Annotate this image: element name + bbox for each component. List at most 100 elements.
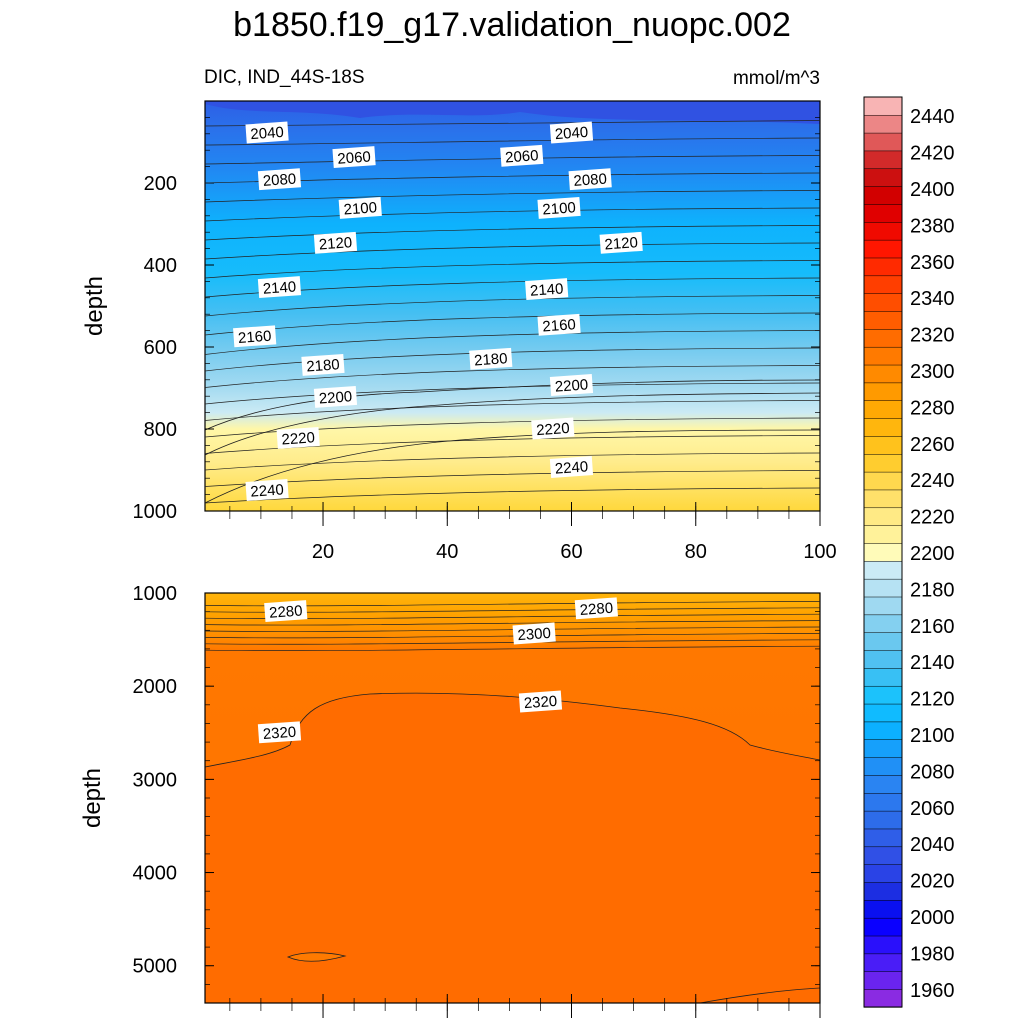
top-panel-frame xyxy=(204,100,821,512)
colorbar-box xyxy=(863,328,903,348)
colorbar-box xyxy=(863,988,903,1008)
contour-line xyxy=(205,417,820,438)
top-y-ticks: 200 400 600 800 1000 xyxy=(133,100,820,523)
colorbar-box xyxy=(863,810,903,830)
contour-label: 2100 xyxy=(338,196,382,219)
contour-label-text: 2160 xyxy=(237,328,271,347)
bottom-contour-labels: 2280 2280 2300 2320 2320 xyxy=(205,597,820,744)
contour-label: 2140 xyxy=(525,278,569,301)
contour-label-text: 2320 xyxy=(262,724,296,743)
colorbar-tick-label: 2160 xyxy=(910,616,955,638)
contour-line xyxy=(205,330,820,355)
colorbar-box xyxy=(863,96,903,116)
contour-label-box xyxy=(568,168,612,191)
contour-line xyxy=(205,633,820,639)
contour-label-text: 2080 xyxy=(262,171,296,190)
contour-label-box xyxy=(537,196,581,219)
contour-line xyxy=(205,207,820,222)
contour-line xyxy=(205,626,820,632)
colorbar-tick-label: 1960 xyxy=(910,980,955,1002)
contour-label: 2040 xyxy=(549,121,594,144)
contour-label: 2100 xyxy=(537,196,581,219)
figure-title: b1850.f19_g17.validation_nuopc.002 xyxy=(233,6,791,44)
contour-label-box xyxy=(338,196,382,219)
bottom-x-ticks xyxy=(229,994,821,1018)
contour-label-box xyxy=(537,313,581,336)
colorbar-tick-label: 2080 xyxy=(910,761,955,783)
contour-label-box xyxy=(549,374,594,396)
contour-line xyxy=(205,137,820,146)
contour-label-text: 2080 xyxy=(573,171,607,190)
contour-label-box xyxy=(599,231,643,254)
contour-label-text: 2240 xyxy=(250,481,284,500)
contour-line xyxy=(205,435,820,454)
contour-label: 2200 xyxy=(313,385,358,408)
colorbar-box xyxy=(863,649,903,669)
contour-label: 2280 xyxy=(264,600,308,623)
colorbar-tick-label: 2280 xyxy=(910,397,955,419)
contour-label: 2180 xyxy=(469,347,513,370)
colorbar-box xyxy=(863,756,903,776)
x-tick-label: 80 xyxy=(685,541,707,563)
contour-label-text: 2120 xyxy=(604,234,638,253)
y-tick-label: 4000 xyxy=(133,863,178,885)
colorbar-box xyxy=(863,828,903,848)
contour-line xyxy=(205,382,820,405)
contour-label: 2040 xyxy=(245,121,289,144)
contour-label-text: 2200 xyxy=(554,376,588,395)
colorbar-box xyxy=(863,846,903,865)
contour-label-box xyxy=(245,479,289,501)
contour-label-box xyxy=(257,168,302,191)
contour-label: 2080 xyxy=(568,168,612,191)
colorbar-box xyxy=(863,168,903,187)
contour-label: 2220 xyxy=(531,417,575,440)
colorbar-tick-label: 2260 xyxy=(910,434,955,456)
colorbar-box xyxy=(863,489,903,509)
colorbar-box xyxy=(863,632,903,651)
y-tick-label: 1000 xyxy=(133,501,178,523)
contour-label-text: 2040 xyxy=(554,124,588,143)
colorbar-tick-label: 2420 xyxy=(910,143,955,165)
colorbar-box xyxy=(863,899,903,919)
contour-label-box xyxy=(245,121,289,144)
colorbar-box xyxy=(863,400,903,419)
contour-label: 2160 xyxy=(537,313,581,336)
contour-label-text: 2180 xyxy=(474,350,508,369)
contour-label-text: 2320 xyxy=(523,693,557,712)
colorbar-box xyxy=(863,721,903,741)
colorbar-tick-label: 2140 xyxy=(910,652,955,674)
contour-label-box xyxy=(264,600,308,623)
colorbar-box xyxy=(863,221,903,241)
colorbar-box xyxy=(863,935,903,955)
colorbar-tick-label: 2440 xyxy=(910,106,955,128)
contour-label: 2280 xyxy=(574,597,618,620)
contour-label-text: 2300 xyxy=(517,625,551,644)
x-tick-label: 100 xyxy=(803,541,836,563)
colorbar-box xyxy=(863,774,903,794)
y-tick-label: 5000 xyxy=(133,956,178,978)
contour-label-box xyxy=(549,121,594,144)
colorbar-box xyxy=(863,132,903,152)
colorbar-box xyxy=(863,792,903,812)
contour-label-text: 2240 xyxy=(554,458,588,477)
contour-label-box xyxy=(574,597,618,620)
y-tick-label: 3000 xyxy=(133,769,178,791)
colorbar-frame xyxy=(863,96,903,1008)
y-tick-label: 600 xyxy=(144,337,177,359)
y-tick-label: 200 xyxy=(144,173,177,195)
top-y-axis-label: depth xyxy=(81,276,108,336)
contour-line xyxy=(205,190,820,203)
colorbar-box xyxy=(863,310,903,330)
top-contour-labels: 2040 2040 2060 2060 2080 2080 2100 2100 2120 2120… xyxy=(205,120,820,504)
contour-label-box xyxy=(500,144,544,167)
contour-label: 2300 xyxy=(512,622,556,645)
colorbar-box xyxy=(863,471,903,491)
colorbar-box xyxy=(863,739,903,758)
colorbar-tick-label: 2000 xyxy=(910,907,955,929)
contour-line xyxy=(205,379,820,431)
colorbar-tick-label: 2240 xyxy=(910,470,955,492)
bottom-panel: 1000 2000 3000 4000 5000 2280 2280 2300 2320 232… xyxy=(79,583,821,1018)
colorbar-tick-label: 2360 xyxy=(910,252,955,274)
contour-line xyxy=(205,620,820,626)
